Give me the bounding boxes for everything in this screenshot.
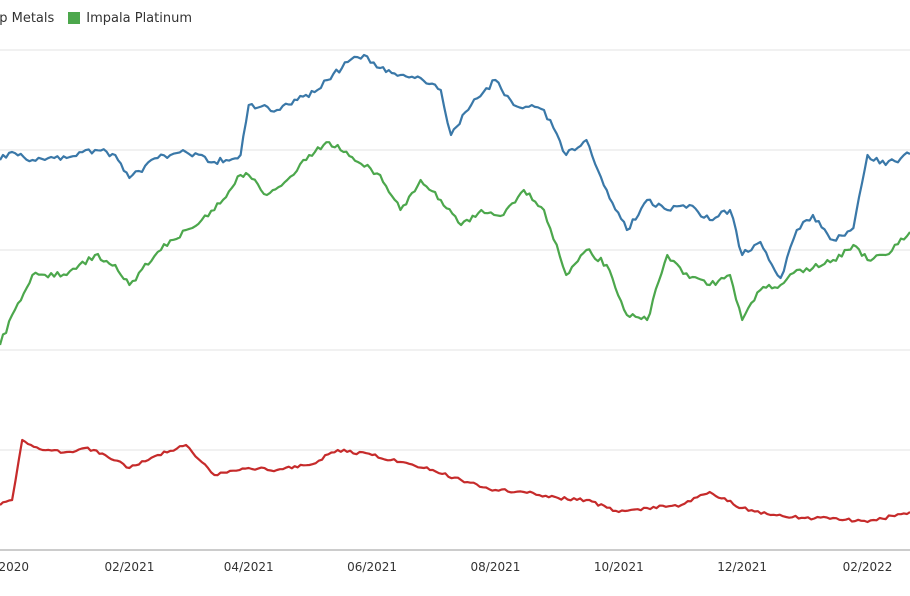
legend-swatch-impala-platinum [68, 12, 81, 24]
x-tick-label: 12/2020 [0, 560, 29, 574]
x-tick-label: 02/2021 [104, 560, 154, 574]
series-line-2 [0, 438, 910, 524]
legend-label-impala-platinum: Impala Platinum [86, 10, 192, 26]
legend-item-group-metals[interactable]: up Metals [0, 11, 54, 26]
x-tick-label: 04/2021 [224, 560, 274, 574]
x-tick-label: 12/2021 [717, 560, 767, 574]
x-tick-label: 08/2021 [471, 560, 521, 574]
legend-label-group-metals: up Metals [0, 10, 55, 26]
x-tick-label: 02/2022 [843, 560, 893, 574]
x-tick-label: 06/2021 [347, 560, 397, 574]
chart-legend: up Metals Impala Platinum [0, 8, 910, 28]
series-line-1 [0, 141, 910, 346]
legend-item-impala-platinum[interactable]: Impala Platinum [68, 11, 192, 26]
x-tick-label: 10/2021 [594, 560, 644, 574]
series-line-0 [0, 53, 910, 280]
